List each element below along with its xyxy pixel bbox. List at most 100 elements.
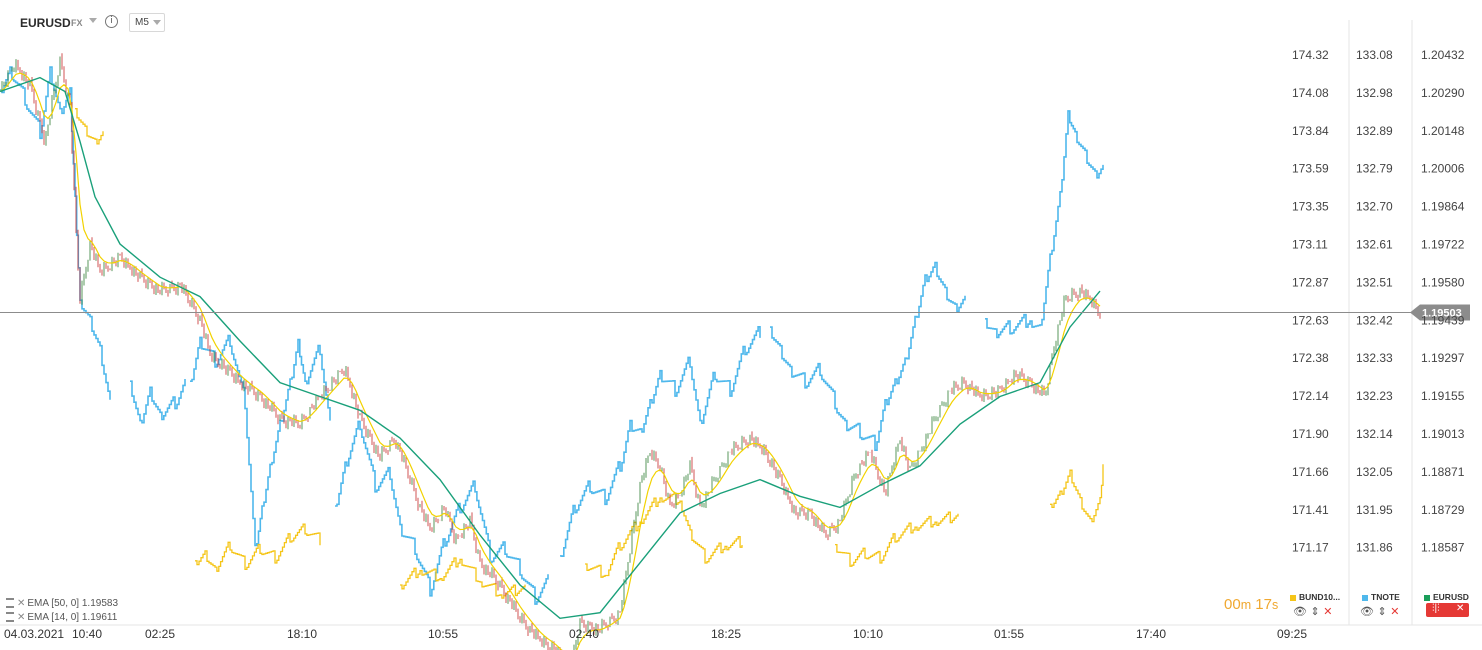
current-price-tag xyxy=(1410,304,1470,321)
tnote-series-line xyxy=(0,66,111,400)
eurusd-axis-tick: 1.19722 xyxy=(1421,238,1465,252)
indicator-label: EMA [14, 0] 1.19611 xyxy=(27,612,118,623)
eurusd-axis-tick: 1.19297 xyxy=(1421,351,1465,365)
time-axis-label: 01:55 xyxy=(994,627,1024,641)
bund-series-line xyxy=(835,511,959,567)
tnote-axis-tick: 132.51 xyxy=(1356,275,1393,289)
color-swatch xyxy=(1424,594,1430,601)
time-axis-label: 02:40 xyxy=(569,627,599,641)
countdown-unit: s xyxy=(1271,598,1279,612)
close-icon[interactable]: ✕ xyxy=(17,598,26,609)
tnote-series-line xyxy=(560,326,761,557)
color-swatch xyxy=(1362,594,1368,601)
eye-icon[interactable]: 👁 xyxy=(1360,605,1374,618)
tnote-controls: 👁 ⇕ ✕ xyxy=(1360,605,1399,618)
eurusd-axis-tick: 1.18587 xyxy=(1421,541,1465,555)
eye-icon[interactable]: 👁 xyxy=(1293,605,1307,618)
timeframe-value: M5 xyxy=(135,17,149,28)
market-label: FX xyxy=(71,18,83,28)
eurusd-axis-tick: 1.20290 xyxy=(1421,86,1465,100)
eurusd-axis-tick: 1.18729 xyxy=(1421,503,1465,517)
countdown-minutes: 00 xyxy=(1224,596,1241,613)
countdown-seconds: 17 xyxy=(1255,596,1272,613)
tnote-axis-tick: 132.98 xyxy=(1356,86,1393,100)
bund-axis-tick: 173.11 xyxy=(1292,238,1328,252)
tnote-axis-tick: 132.70 xyxy=(1356,200,1393,214)
bund-series-line xyxy=(585,492,743,578)
chart-toolbar: EURUSD FX i M5 xyxy=(0,0,1482,44)
tnote-series-line xyxy=(335,420,549,605)
current-price-label: 1.19503 xyxy=(1422,307,1462,319)
bund-axis-tick: 172.63 xyxy=(1292,313,1329,327)
bund-series-line xyxy=(400,557,526,599)
tnote-axis-tick: 131.86 xyxy=(1356,541,1393,555)
bund-axis-tick: 173.59 xyxy=(1292,162,1329,176)
bund-axis-tick: 174.32 xyxy=(1292,48,1329,62)
eurusd-axis-tick: 1.18871 xyxy=(1421,465,1465,479)
symbol-label[interactable]: EURUSD xyxy=(20,16,71,30)
series-switch-bund[interactable]: BUND10... xyxy=(1290,592,1340,602)
series-name: EURUSD xyxy=(1433,592,1469,602)
close-icon[interactable]: ✕ xyxy=(17,612,26,623)
tnote-series-line xyxy=(770,261,966,451)
tnote-axis-tick: 132.79 xyxy=(1356,162,1393,176)
bund-controls: 👁 ⇕ ✕ xyxy=(1293,605,1332,618)
bund-axis-tick: 172.14 xyxy=(1292,389,1329,403)
bund-axis-tick: 172.38 xyxy=(1292,351,1329,365)
indicator-legend-ema14[interactable]: ✕ EMA [14, 0] 1.19611 xyxy=(6,612,117,623)
timeframe-select[interactable]: M5 xyxy=(129,13,165,32)
tnote-axis-tick: 132.33 xyxy=(1356,351,1393,365)
time-axis-label: 18:10 xyxy=(287,627,317,641)
eurusd-axis-tick: 1.20432 xyxy=(1421,48,1465,62)
bund-axis-tick: 171.66 xyxy=(1292,465,1329,479)
bund-axis-tick: 174.08 xyxy=(1292,86,1329,100)
time-axis-label: 17:40 xyxy=(1136,627,1166,641)
color-swatch xyxy=(1290,594,1296,601)
eurusd-axis-tick: 1.19580 xyxy=(1421,275,1465,289)
info-icon[interactable]: i xyxy=(105,15,118,28)
tnote-series-line xyxy=(190,334,331,547)
settings-icon[interactable] xyxy=(6,598,14,609)
move-icon[interactable]: ⇕ xyxy=(1377,605,1387,618)
bund-axis-tick: 171.90 xyxy=(1292,427,1329,441)
eurusd-axis-tick: 1.19864 xyxy=(1421,200,1465,214)
time-axis-label: 10:55 xyxy=(428,627,458,641)
tnote-axis-tick: 132.23 xyxy=(1356,389,1393,403)
move-icon[interactable]: ⇕ xyxy=(1310,605,1320,618)
series-switch-eurusd[interactable]: EURUSD xyxy=(1424,592,1469,602)
eurusd-axis-tick: 1.20006 xyxy=(1421,162,1465,176)
eurusd-controls: ⫶|⫶ ✕ xyxy=(1426,603,1469,617)
tnote-series-line xyxy=(130,379,186,424)
close-icon[interactable]: ✕ xyxy=(1323,605,1333,618)
indicator-legend-ema50[interactable]: ✕ EMA [50, 0] 1.19583 xyxy=(6,598,118,609)
candle-countdown: 00m 17s xyxy=(1224,596,1278,613)
time-axis-label: 18:25 xyxy=(711,627,741,641)
series-name: TNOTE xyxy=(1371,592,1400,602)
tnote-axis-tick: 132.89 xyxy=(1356,124,1393,138)
eurusd-axis-tick: 1.19155 xyxy=(1421,389,1465,403)
bund-series-line xyxy=(195,523,321,572)
tnote-axis-tick: 131.95 xyxy=(1356,503,1393,517)
tnote-axis-tick: 133.08 xyxy=(1356,48,1393,62)
eurusd-axis-tick: 1.19439 xyxy=(1421,313,1465,327)
bund-axis-tick: 171.17 xyxy=(1292,541,1329,555)
tnote-axis-tick: 132.05 xyxy=(1356,465,1393,479)
time-axis-label: 04.03.2021 xyxy=(4,627,64,641)
bund-axis-tick: 173.35 xyxy=(1292,200,1329,214)
close-icon[interactable]: ✕ xyxy=(1456,603,1465,614)
eurusd-axis-tick: 1.19013 xyxy=(1421,427,1465,441)
time-axis-label: 02:25 xyxy=(145,627,175,641)
tnote-axis-tick: 132.14 xyxy=(1356,427,1393,441)
series-name: BUND10... xyxy=(1299,592,1341,602)
settings-icon[interactable] xyxy=(6,612,14,623)
time-axis-label: 10:10 xyxy=(853,627,883,641)
bund-series-line xyxy=(1050,464,1104,523)
eurusd-axis-tick: 1.20148 xyxy=(1421,124,1465,138)
countdown-unit: m xyxy=(1240,598,1252,612)
close-icon[interactable]: ✕ xyxy=(1390,605,1400,618)
ema14-line xyxy=(0,72,1101,650)
series-switch-tnote[interactable]: TNOTE xyxy=(1362,592,1400,602)
settings-icon[interactable]: ⫶|⫶ xyxy=(1432,603,1440,614)
chevron-down-icon[interactable] xyxy=(89,18,97,23)
